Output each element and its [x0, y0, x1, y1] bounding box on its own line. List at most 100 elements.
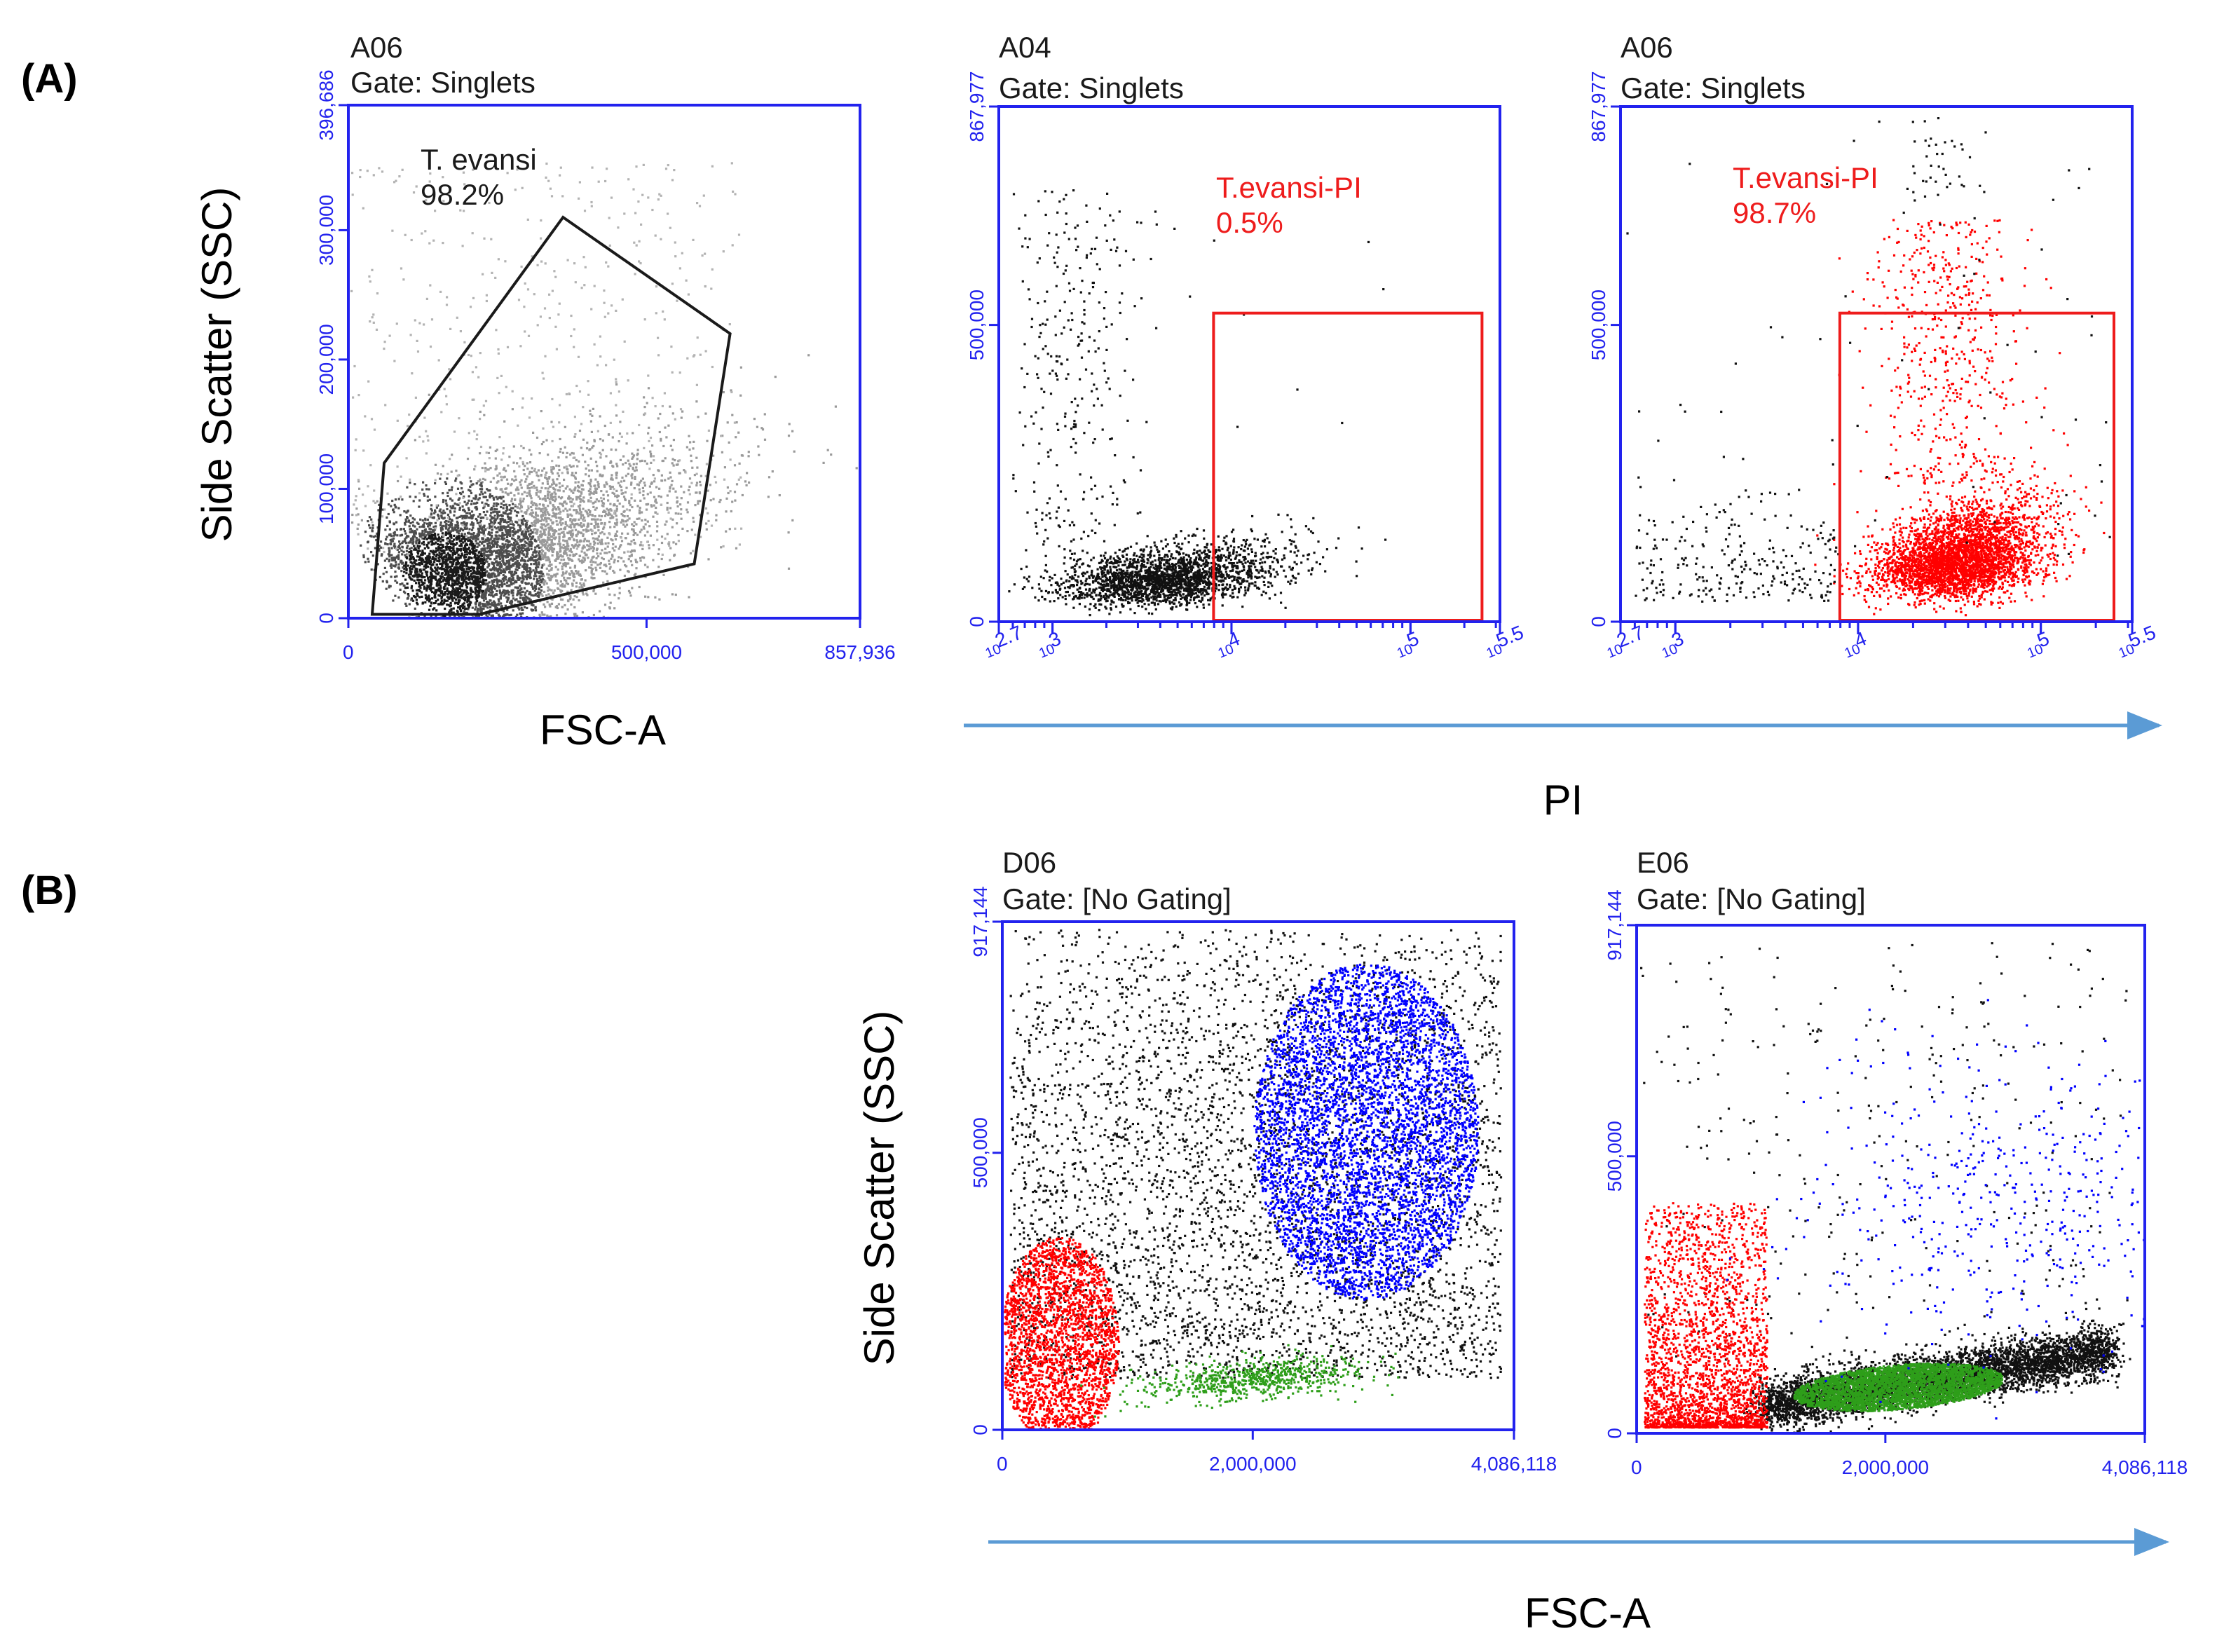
data-point	[581, 550, 583, 552]
panel-label-b: (B)	[21, 868, 78, 913]
data-point	[596, 465, 598, 467]
data-point	[446, 508, 448, 510]
data-point	[428, 594, 430, 596]
data-point	[407, 582, 409, 585]
data-point	[531, 509, 533, 511]
data-point	[644, 564, 646, 566]
data-point	[737, 432, 739, 434]
data-point	[540, 546, 543, 548]
data-point	[566, 452, 568, 454]
data-point	[424, 579, 426, 581]
data-point	[579, 560, 581, 562]
data-point	[644, 596, 646, 598]
data-point	[734, 500, 736, 502]
data-point	[616, 531, 618, 533]
data-point	[667, 425, 669, 427]
data-point	[575, 570, 577, 572]
data-point	[510, 500, 512, 502]
data-point	[689, 477, 691, 479]
data-point	[570, 603, 572, 606]
data-point	[513, 494, 515, 496]
data-point	[739, 463, 741, 465]
data-point	[734, 464, 736, 466]
scatter-points-c0	[350, 162, 858, 619]
data-point	[623, 496, 625, 498]
data-point	[540, 410, 543, 412]
data-point	[533, 578, 535, 580]
data-point	[557, 587, 559, 589]
data-point	[553, 532, 555, 534]
data-point	[457, 606, 459, 608]
data-point	[639, 531, 641, 533]
data-point	[696, 467, 698, 469]
data-point	[455, 470, 457, 472]
data-point	[791, 519, 793, 521]
data-point	[584, 460, 586, 463]
data-point	[567, 608, 569, 610]
data-point	[612, 543, 614, 545]
data-point	[506, 509, 508, 511]
data-point	[539, 503, 541, 505]
data-point	[519, 597, 521, 599]
data-point	[578, 519, 580, 521]
data-point	[643, 406, 646, 408]
data-point	[559, 521, 561, 524]
data-point	[425, 484, 427, 486]
data-point	[425, 488, 428, 490]
panel-label-a: (A)	[21, 56, 78, 102]
data-point	[627, 460, 629, 462]
data-point	[662, 445, 664, 447]
data-point	[692, 517, 694, 519]
data-point	[564, 613, 566, 615]
data-point	[531, 548, 533, 550]
data-point	[603, 498, 605, 500]
data-point	[404, 530, 406, 532]
data-point	[388, 547, 390, 549]
data-point	[528, 507, 530, 510]
data-point	[524, 465, 526, 467]
data-point	[530, 453, 532, 456]
data-point	[692, 447, 694, 449]
data-point	[482, 583, 484, 585]
data-point	[556, 478, 558, 480]
data-point	[479, 452, 481, 454]
data-point	[544, 606, 546, 608]
data-point	[596, 519, 599, 521]
data-point	[470, 524, 472, 526]
data-point	[507, 483, 509, 485]
data-point	[596, 481, 599, 483]
data-point	[573, 599, 575, 601]
data-point	[448, 521, 450, 523]
data-point	[364, 531, 367, 533]
data-point	[675, 594, 677, 596]
data-point	[468, 500, 470, 502]
data-point	[707, 558, 709, 560]
data-point	[664, 479, 666, 482]
data-point	[594, 519, 596, 521]
data-point	[416, 599, 418, 601]
data-point	[505, 605, 507, 607]
data-point	[688, 449, 690, 451]
data-point	[401, 498, 403, 500]
data-point	[639, 491, 641, 493]
data-point	[496, 590, 498, 592]
data-point	[580, 584, 582, 586]
data-point	[705, 522, 707, 524]
data-point	[521, 515, 524, 517]
data-point	[361, 519, 363, 521]
data-point	[484, 514, 486, 516]
data-point	[604, 571, 606, 573]
data-point	[555, 517, 557, 519]
data-point	[552, 554, 554, 557]
data-point	[647, 493, 649, 495]
data-point	[672, 488, 674, 490]
data-point	[528, 449, 531, 451]
data-point	[622, 505, 624, 507]
data-point	[489, 545, 491, 547]
data-point	[612, 547, 614, 549]
data-point	[554, 589, 556, 592]
data-point	[657, 417, 660, 419]
data-point	[730, 510, 732, 512]
data-point	[690, 552, 692, 554]
data-point	[603, 533, 606, 535]
